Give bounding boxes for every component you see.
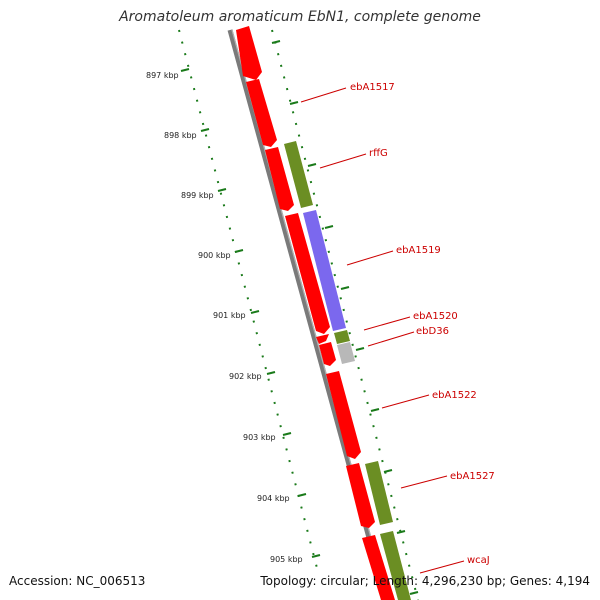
tick-label: 899 kbp [181,191,214,200]
green-feature [380,531,411,600]
gray-feature [337,342,355,364]
map-title: Aromatoleum aromaticum EbN1, complete ge… [119,9,481,25]
inner-dotted-track [178,29,319,573]
cds-feature [319,342,336,366]
tick-label: 901 kbp [213,311,246,320]
gene-label-ebA1527: ebA1527 [450,471,495,482]
label-leader-lines [300,87,465,574]
tick-label: 903 kbp [243,433,276,442]
tick-label: 897 kbp [146,71,179,80]
genome-summary-text: Topology: circular; Length: 4,296,230 bp… [260,574,590,588]
green-feature [284,141,313,208]
gene-label-ebA1519: ebA1519 [396,245,441,256]
purple-feature [303,210,346,331]
cds-feature [316,334,329,344]
gene-label-wcaJ: wcaJ [467,555,490,566]
cds-feature [346,463,375,528]
green-feature [334,330,350,344]
tick-label: 898 kbp [164,131,197,140]
cds-feature [326,371,361,459]
tick-label: 904 kbp [257,494,290,503]
scale-ticks [180,68,321,558]
gene-label-ebD36: ebD36 [416,326,449,337]
cds-feature [236,26,262,80]
cds-feature [362,535,395,600]
other-features[interactable] [284,141,411,600]
gene-label-ebA1520: ebA1520 [413,311,458,322]
cds-feature [285,213,330,334]
tick-labels: 897 kbp 898 kbp 899 kbp 900 kbp 901 kbp … [146,71,303,564]
tick-label: 905 kbp [270,555,303,564]
gene-label-rffG: rffG [369,148,388,159]
outer-track-ticks [271,40,419,595]
tick-label: 900 kbp [198,251,231,260]
gene-labels[interactable]: ebA1517 rffG ebA1519 ebA1520 ebD36 ebA15… [350,82,495,566]
cds-feature [246,79,277,147]
gene-label-ebA1517: ebA1517 [350,82,395,93]
green-feature [365,461,393,525]
tick-label: 902 kbp [229,372,262,381]
cds-feature [265,147,294,211]
outer-dotted-track [271,29,419,600]
gene-label-ebA1522: ebA1522 [432,390,477,401]
forward-cds-features[interactable] [236,26,395,600]
accession-text: Accession: NC_006513 [9,574,146,588]
